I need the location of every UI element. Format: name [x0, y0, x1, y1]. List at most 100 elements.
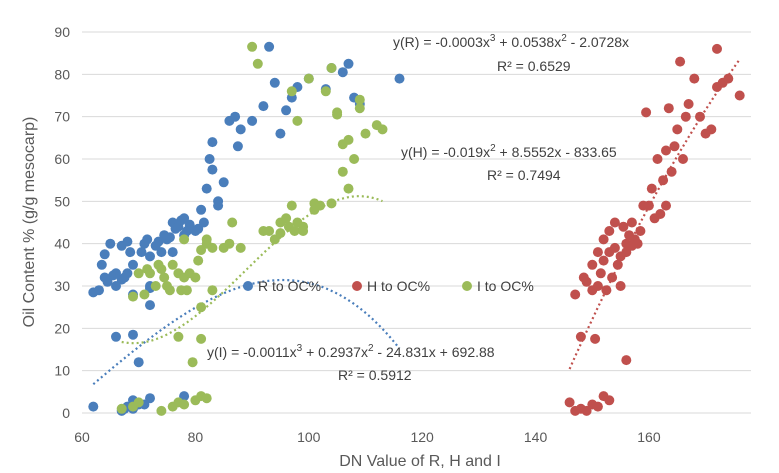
y-tick-label: 20 — [54, 320, 70, 336]
data-point-s2 — [201, 393, 212, 404]
data-point-s1 — [626, 217, 637, 228]
data-point-s0 — [88, 401, 99, 412]
data-point-s1 — [621, 355, 632, 366]
data-point-s1 — [661, 200, 671, 211]
data-point-s2 — [201, 234, 212, 245]
data-point-s2 — [150, 281, 161, 291]
x-tick-label: 80 — [188, 429, 204, 445]
data-point-s0 — [198, 217, 209, 228]
legend-marker-r — [243, 281, 253, 291]
x-tick-labels: 60 80 100 120 140 160 — [74, 429, 661, 445]
data-point-s2 — [156, 264, 167, 275]
data-point-s2 — [354, 103, 365, 114]
data-point-s1 — [570, 289, 581, 300]
data-point-s0 — [142, 234, 153, 245]
data-point-s1 — [618, 221, 629, 232]
data-point-s1 — [598, 234, 609, 245]
data-point-s2 — [343, 183, 354, 194]
equation-i: y(I) = -0.0011x3 + 0.2937x2 - 24.831x + … — [207, 343, 495, 360]
data-point-s1 — [643, 200, 654, 211]
data-point-s1 — [678, 154, 688, 164]
data-point-s1 — [592, 247, 603, 258]
data-point-s0 — [337, 67, 348, 78]
data-point-s2 — [139, 289, 150, 300]
data-point-s2 — [252, 58, 263, 69]
data-point-s2 — [320, 86, 331, 97]
data-point-s1 — [575, 331, 586, 342]
x-tick-label: 60 — [74, 429, 90, 445]
data-point-s1 — [612, 259, 623, 270]
data-point-s1 — [712, 43, 722, 54]
data-point-s2 — [247, 41, 258, 52]
data-point-s0 — [99, 249, 110, 260]
data-point-s1 — [635, 226, 646, 236]
data-point-s0 — [145, 300, 155, 311]
data-point-s0 — [247, 115, 258, 126]
data-point-s2 — [145, 268, 155, 279]
data-point-s1 — [598, 255, 609, 266]
data-point-s0 — [122, 236, 133, 247]
data-point-s0 — [207, 137, 218, 148]
equation-r: y(R) = -0.0003x3 + 0.0538x2 - 2.0728x — [393, 33, 629, 50]
data-point-s0 — [136, 247, 147, 258]
data-point-s2 — [337, 166, 348, 177]
data-point-s1 — [675, 56, 686, 67]
data-point-s1 — [609, 242, 620, 253]
data-point-s0 — [125, 247, 136, 258]
r-squared-r: R² = 0.6529 — [497, 58, 571, 74]
data-point-s1 — [592, 281, 603, 291]
data-point-s2 — [167, 259, 178, 270]
data-point-s0 — [128, 329, 138, 340]
equation-h: y(H) = -0.019x2 + 8.5552x - 833.65 — [401, 143, 617, 160]
y-tick-labels: 0 10 20 30 40 50 60 70 80 90 — [54, 24, 70, 421]
data-point-s0 — [111, 331, 121, 342]
legend-marker-h — [352, 281, 362, 291]
data-point-s2 — [207, 285, 218, 296]
data-point-s2 — [207, 242, 218, 253]
data-point-s0 — [207, 164, 218, 175]
data-point-s1 — [581, 405, 592, 416]
data-point-s1 — [661, 145, 671, 156]
data-point-s2 — [116, 403, 127, 414]
data-point-s0 — [96, 259, 107, 270]
data-point-s2 — [173, 331, 184, 342]
data-point-s1 — [607, 272, 618, 283]
data-point-s0 — [133, 357, 144, 368]
data-point-s0 — [258, 101, 269, 112]
data-point-s0 — [156, 247, 167, 258]
data-point-s0 — [281, 105, 292, 116]
data-point-s1 — [723, 73, 734, 84]
data-point-s2 — [289, 226, 300, 236]
data-point-s1 — [689, 73, 700, 84]
data-point-s2 — [343, 134, 354, 145]
y-tick-label: 0 — [62, 405, 70, 421]
legend-label-r: R to OC% — [258, 278, 321, 294]
data-point-s2 — [179, 234, 190, 245]
data-point-s2 — [298, 226, 309, 236]
data-point-s1 — [601, 285, 612, 296]
data-point-s2 — [354, 94, 365, 105]
legend-label-h: H to OC% — [367, 278, 430, 294]
data-point-s2 — [181, 285, 192, 296]
data-point-s2 — [349, 154, 360, 164]
data-point-s1 — [641, 107, 652, 118]
data-point-s1 — [706, 124, 717, 135]
data-point-s2 — [275, 228, 286, 239]
grid-lines — [82, 31, 751, 414]
y-tick-label: 50 — [54, 193, 70, 209]
x-tick-label: 100 — [297, 429, 321, 445]
data-point-s0 — [204, 154, 215, 164]
data-point-s1 — [564, 397, 575, 408]
data-points — [88, 41, 745, 416]
data-point-s0 — [343, 58, 354, 69]
data-point-s1 — [669, 141, 680, 152]
y-tick-label: 10 — [54, 363, 70, 379]
data-point-s2 — [190, 272, 201, 283]
y-tick-label: 40 — [54, 236, 70, 252]
data-point-s2 — [156, 405, 167, 416]
data-point-s0 — [153, 236, 164, 247]
data-point-s2 — [292, 115, 303, 126]
data-point-s2 — [303, 73, 314, 84]
data-point-s2 — [196, 333, 207, 344]
